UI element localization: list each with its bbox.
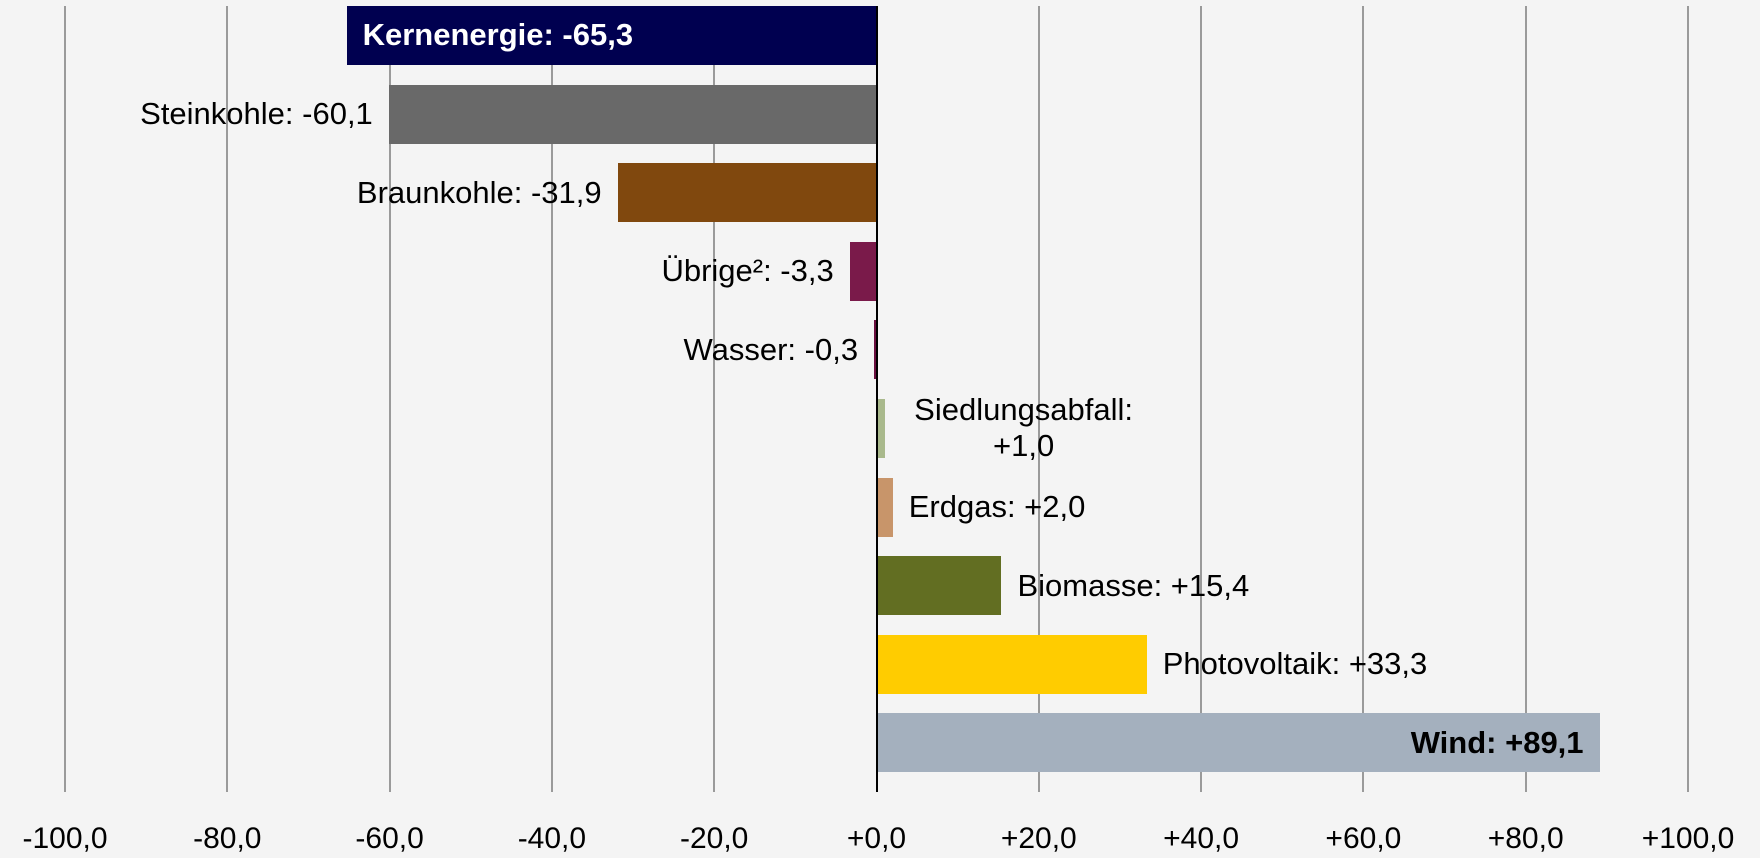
x-tick-label: +60,0 — [1325, 822, 1402, 855]
bar — [876, 399, 885, 458]
data-label: Erdgas: +2,0 — [908, 489, 1086, 525]
bar — [874, 320, 877, 380]
data-label: Kernenergie: -65,3 — [362, 17, 634, 53]
grid-line — [1687, 6, 1689, 792]
bar — [876, 556, 1002, 616]
x-tick-label: +100,0 — [1641, 822, 1735, 855]
x-tick-label: -40,0 — [517, 822, 587, 855]
data-label: Siedlungsabfall: +1,0 — [914, 392, 1134, 464]
x-tick-label: -20,0 — [679, 822, 749, 855]
data-label: Wind: +89,1 — [1410, 724, 1584, 760]
x-tick-label: -100,0 — [22, 822, 108, 855]
data-label: Wasser: -0,3 — [683, 331, 859, 367]
data-label: Übrige²: -3,3 — [661, 253, 834, 289]
x-tick-label: +80,0 — [1487, 822, 1564, 855]
grid-line — [226, 6, 229, 792]
bar — [617, 163, 877, 223]
bar — [876, 477, 893, 537]
x-tick-label: +20,0 — [1000, 822, 1077, 855]
bar — [388, 84, 877, 144]
bar — [849, 241, 877, 301]
data-label: Biomasse: +15,4 — [1017, 567, 1250, 603]
x-tick-label: +0,0 — [846, 822, 907, 855]
grid-line — [1200, 6, 1203, 792]
grid-line — [64, 6, 66, 792]
grid-line — [1524, 6, 1527, 792]
x-tick-label: -80,0 — [193, 822, 262, 855]
x-tick-label: +40,0 — [1163, 822, 1240, 855]
zero-line — [875, 6, 878, 792]
grid-line — [1037, 6, 1040, 792]
data-label: Braunkohle: -31,9 — [356, 174, 602, 210]
data-label: Photovoltaik: +33,3 — [1162, 646, 1428, 682]
bar — [346, 6, 877, 65]
data-label: Steinkohle: -60,1 — [140, 96, 373, 132]
grid-line — [388, 6, 391, 792]
grid-line — [713, 6, 716, 792]
x-tick-label: -60,0 — [355, 822, 424, 855]
bar — [876, 634, 1147, 694]
grid-line — [1362, 6, 1365, 792]
grid-line — [550, 6, 553, 792]
bar — [876, 713, 1600, 773]
